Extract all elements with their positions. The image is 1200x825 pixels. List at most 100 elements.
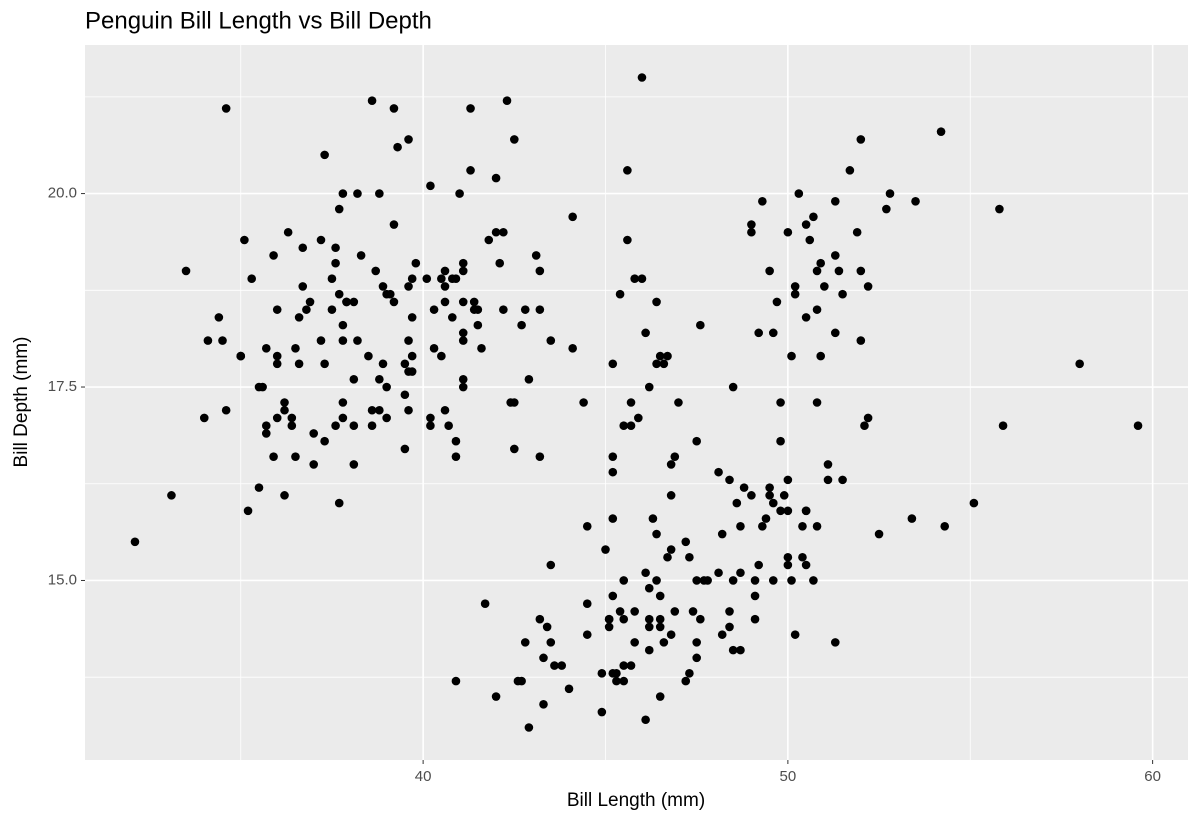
point [768, 498, 778, 508]
point [863, 413, 873, 423]
chart-title: Penguin Bill Length vs Bill Depth [85, 7, 432, 34]
point [477, 344, 486, 353]
point [856, 135, 866, 144]
point [466, 166, 475, 175]
point [320, 359, 329, 369]
point [758, 522, 767, 531]
point [539, 699, 548, 709]
point [539, 653, 548, 663]
point [334, 289, 344, 299]
point [367, 96, 377, 106]
point [375, 189, 384, 198]
point [626, 661, 636, 670]
point [320, 150, 329, 160]
point [728, 576, 738, 585]
point [809, 212, 818, 222]
point [404, 336, 413, 345]
point [331, 421, 340, 431]
point [641, 328, 650, 338]
point [422, 274, 432, 283]
point [604, 622, 614, 632]
point [389, 220, 399, 229]
point [203, 336, 213, 345]
point [437, 274, 446, 283]
point [499, 227, 508, 237]
point [652, 529, 661, 539]
point [644, 382, 654, 392]
point [582, 522, 592, 531]
point [389, 104, 399, 113]
point [221, 405, 231, 415]
point [608, 467, 618, 477]
point [666, 460, 676, 469]
point [768, 328, 778, 338]
point [787, 351, 796, 361]
point [338, 189, 348, 198]
point [473, 320, 483, 330]
point [579, 398, 588, 407]
point [816, 351, 825, 361]
point [907, 514, 917, 523]
point [615, 607, 625, 616]
point [670, 452, 680, 461]
point [287, 413, 297, 423]
point [685, 669, 694, 678]
point [426, 413, 435, 423]
point [291, 344, 300, 353]
point [747, 227, 756, 237]
point [830, 328, 840, 338]
point [582, 599, 592, 608]
point [287, 421, 297, 431]
point [404, 282, 413, 291]
y-tick-label: 17.5 [48, 378, 77, 395]
point [261, 344, 271, 353]
grid [85, 45, 1188, 760]
point [787, 576, 796, 585]
point [772, 297, 782, 307]
point [812, 305, 822, 314]
point [269, 251, 278, 260]
point [327, 305, 337, 314]
point [221, 104, 231, 113]
point [790, 289, 800, 299]
y-tick-label: 15.0 [48, 571, 77, 588]
point [349, 297, 359, 307]
point [448, 274, 457, 283]
point [294, 359, 304, 369]
point [243, 506, 253, 516]
point [444, 421, 453, 431]
point [272, 305, 282, 314]
point [845, 166, 855, 175]
point [458, 382, 468, 392]
point [736, 645, 745, 655]
point [524, 374, 534, 384]
point [473, 305, 483, 314]
point [458, 374, 468, 384]
point [480, 599, 490, 608]
point [404, 135, 413, 144]
point [582, 630, 592, 639]
point [349, 460, 359, 469]
point [331, 258, 340, 268]
point [623, 166, 632, 175]
point [320, 436, 329, 446]
point [838, 475, 847, 485]
point [805, 235, 815, 245]
point [725, 622, 734, 632]
point [429, 344, 439, 353]
point [820, 282, 829, 291]
point [458, 328, 468, 338]
point [936, 127, 946, 136]
point [717, 630, 727, 639]
point [601, 545, 610, 554]
point [546, 638, 556, 647]
point [546, 336, 556, 345]
point [294, 313, 304, 322]
point [728, 645, 738, 655]
point [637, 274, 647, 283]
point [280, 398, 289, 407]
point [520, 305, 530, 314]
point [491, 227, 501, 237]
point [750, 576, 760, 585]
point [272, 351, 282, 361]
